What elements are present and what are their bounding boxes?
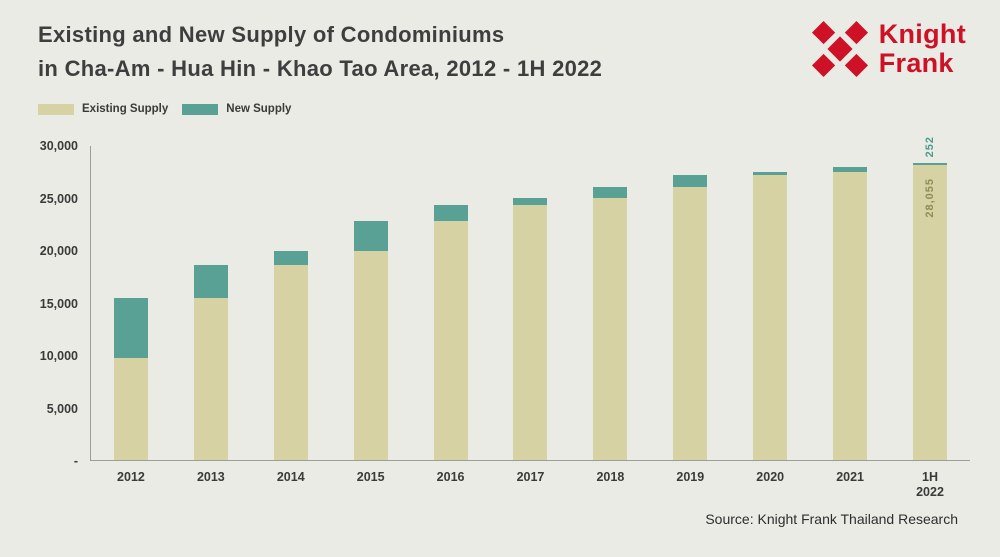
bar-column: 2017 [491,146,571,484]
bar-segment-new-supply [673,175,708,187]
y-tick-label: 20,000 [39,244,78,258]
x-axis-label: 2012 [117,470,145,484]
legend-label: Existing Supply [82,103,169,115]
annotation-new-supply-value: 252 [924,136,937,158]
bar-column: 2016 [411,146,491,484]
bar-column: 2015 [331,146,411,484]
knight-frank-logo: Knight Frank [811,18,966,86]
bar-column: 1H 2022 252 28,055 [890,136,970,499]
x-axis-label: 1H 2022 [916,470,944,499]
x-axis-label: 2016 [436,470,465,484]
x-axis-label: 2021 [836,470,865,484]
bar-segment-existing-supply [673,187,708,460]
bar-column: 2013 [171,146,251,484]
legend-item: New Supply [182,103,291,115]
y-tick-label: 5,000 [46,401,78,416]
bar-column: 2012 [91,146,171,484]
bar-segment-existing-supply [193,298,228,460]
y-tick-label: 25,000 [39,191,78,206]
logo-text-frank: Frank [878,48,954,78]
x-axis-label: 2015 [356,470,385,484]
x-axis-label: 2017 [516,470,545,484]
chart-legend: Existing Supply New Supply [38,102,1000,116]
y-tick-label: 30,000 [39,139,78,153]
source-text: Source: Knight Frank Thailand Research [705,511,958,527]
y-tick-label: - [73,454,78,468]
annotation-existing-supply-value: 28,055 [924,177,937,218]
bar-segment-new-supply [593,187,628,198]
bar-column: 2014 [251,146,331,484]
bar-segment-existing-supply [593,197,628,460]
bar-segment-new-supply [113,298,148,359]
bar-segment-new-supply [193,264,228,299]
bar-segment-existing-supply [353,251,388,460]
legend-item: Existing Supply [38,103,168,115]
x-axis-label: 2018 [596,470,625,484]
legend-swatch [182,103,219,115]
legend-label: New Supply [226,103,292,115]
y-tick-label: 10,000 [39,349,78,363]
y-tick-label: 15,000 [39,296,78,311]
bar-column: 2019 [650,146,730,484]
x-axis-label: 2019 [676,470,705,484]
x-axis-label: 2014 [276,470,305,484]
logo-text-knight: Knight [878,19,966,49]
bar-segment-existing-supply [513,204,548,460]
chart-title: Existing and New Supply of Condominiums … [38,18,602,86]
bar-segment-new-supply [353,220,388,252]
page-title-line2: in Cha-Am - Hua Hin - Khao Tao Area, 201… [38,56,603,81]
page-title-line1: Existing and New Supply of Condominiums [38,22,505,47]
bar-segment-existing-supply [273,264,308,460]
x-axis-label: 2013 [196,470,225,484]
logo-wordmark: Knight Frank [879,20,966,78]
plot-area: 2012 2013 2014 2015 2016 2017 2018 2019 2020 2021… [90,136,970,499]
bar-segment-existing-supply [113,358,148,460]
x-axis-label: 2020 [756,470,785,484]
bar-column: 2018 [570,146,650,484]
bar-segment-existing-supply [833,172,868,460]
bar-column: 2021 [810,146,890,484]
bar-segment-new-supply [913,162,948,166]
y-axis: - 5,000 10,000 15,000 20,000 25,000 30,000 [38,139,90,468]
bar-segment-existing-supply [753,175,788,460]
bar-segment-new-supply [433,204,468,221]
bar-segment-new-supply [753,172,788,176]
bar-segment-existing-supply [913,165,948,460]
bar-segment-new-supply [273,251,308,265]
chart: - 5,000 10,000 15,000 20,000 25,000 30,000 201… [38,136,970,499]
bar-segment-existing-supply [433,220,468,460]
knight-frank-mark-icon [811,20,868,78]
bar-column: 2020 [730,146,810,484]
legend-swatch [38,103,74,115]
header: Existing and New Supply of Condominiums … [0,0,1000,86]
bar-segment-new-supply [833,167,868,173]
bar-segment-new-supply [513,197,548,205]
